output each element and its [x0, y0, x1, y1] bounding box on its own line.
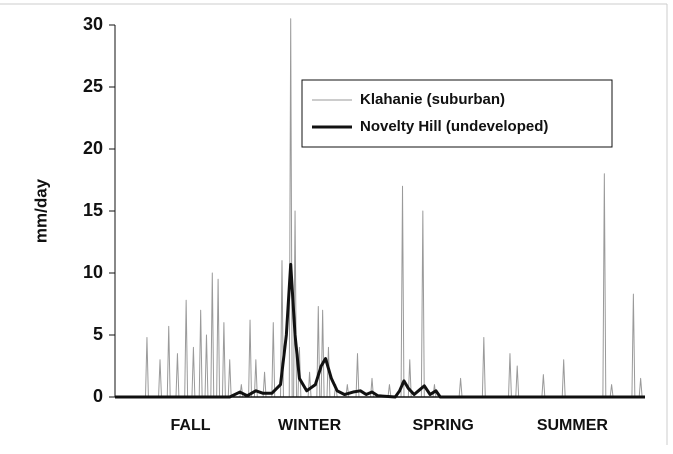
y-tick-label: 30	[83, 14, 103, 34]
legend-label: Klahanie (suburban)	[360, 91, 505, 108]
x-tick-label: WINTER	[278, 417, 342, 434]
y-tick-label: 10	[83, 262, 103, 282]
series-line	[115, 262, 645, 399]
y-tick-label: 0	[93, 386, 103, 406]
y-tick-label: 25	[83, 76, 103, 96]
x-tick-label: SPRING	[412, 417, 473, 434]
y-tick-label: 15	[83, 200, 103, 220]
y-tick-label: 20	[83, 138, 103, 158]
x-tick-label: SUMMER	[537, 417, 609, 434]
legend-box	[301, 79, 613, 148]
x-tick-label: FALL	[171, 417, 211, 434]
y-axis-label: mm/day	[31, 178, 50, 243]
series-line	[115, 18, 645, 398]
legend-label: Novelty Hill (undeveloped)	[360, 118, 548, 135]
y-tick-label: 5	[93, 324, 103, 344]
